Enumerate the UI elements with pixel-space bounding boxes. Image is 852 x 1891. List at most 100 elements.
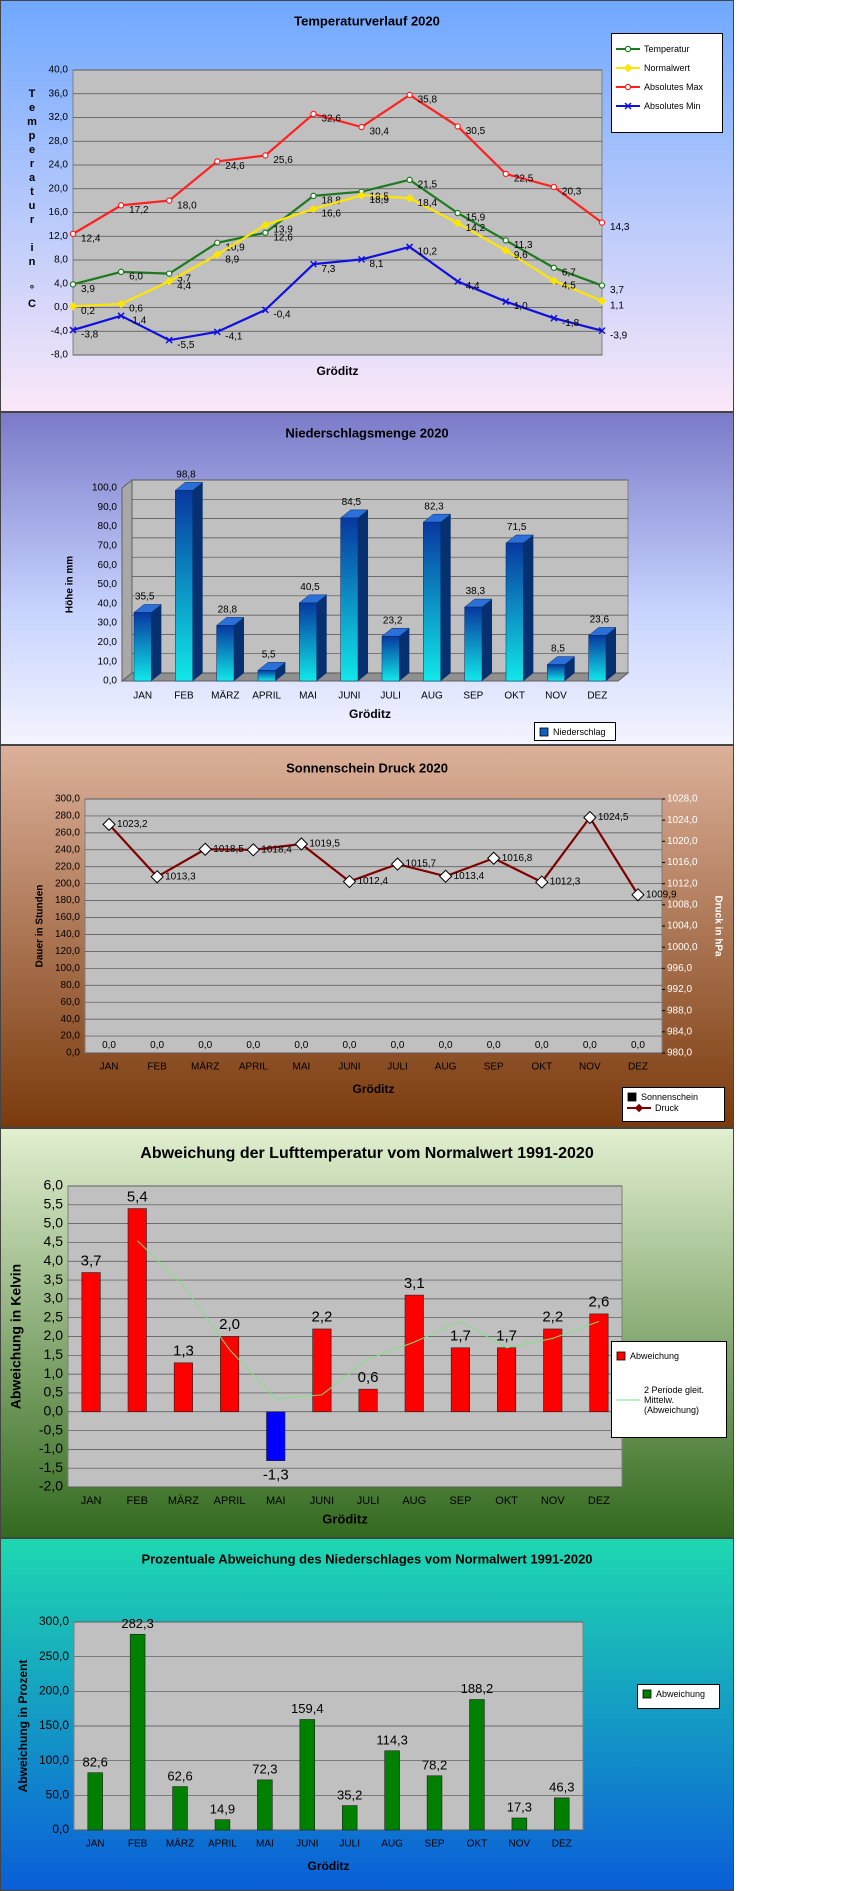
data-label: 2,6 <box>588 1294 609 1311</box>
y-tick-label: 5,5 <box>44 1196 64 1212</box>
y-tick-label: 60,0 <box>98 560 118 571</box>
bar <box>127 1208 147 1413</box>
data-label: 78,2 <box>422 1757 447 1772</box>
data-label: -3,8 <box>81 330 99 341</box>
y-tick-label: 150,0 <box>39 1718 69 1732</box>
data-label: 23,6 <box>590 615 610 626</box>
x-tick-label: JUNI <box>338 691 360 702</box>
y-tick-label: 0,0 <box>66 1048 80 1059</box>
marker <box>213 250 222 259</box>
marker <box>453 218 462 228</box>
x-tick-label: DEZ <box>552 1839 572 1850</box>
data-label: 62,6 <box>167 1768 192 1783</box>
legend-label: Abweichung <box>630 1351 680 1361</box>
data-label: 1019,5 <box>309 839 340 850</box>
legend-item: Sonnenschein <box>627 1092 720 1102</box>
data-label: 35,2 <box>337 1787 362 1802</box>
bar-side <box>606 627 617 681</box>
bar <box>214 1819 231 1831</box>
data-label: 0,0 <box>294 1040 308 1051</box>
marker <box>116 299 126 309</box>
marker <box>262 229 269 236</box>
y-tick-label: 30,0 <box>98 618 118 629</box>
bar <box>554 1797 570 1831</box>
y-tick-label: 300,0 <box>55 794 80 805</box>
y-tick-label: -1,0 <box>39 1440 63 1456</box>
legend-label: Normalwert <box>644 63 691 73</box>
data-label: 0,0 <box>198 1040 212 1051</box>
y2-tick-label: 1000,0 <box>667 942 698 953</box>
y-tick-label: 180,0 <box>55 895 80 906</box>
marker <box>454 123 461 130</box>
data-label: 1018,4 <box>261 844 292 855</box>
y-tick-label: 240,0 <box>55 844 80 855</box>
y-tick-label: 250,0 <box>39 1649 69 1663</box>
y-tick-label: 260,0 <box>55 828 80 839</box>
marker <box>165 197 173 204</box>
x-tick-label: SEP <box>449 1495 471 1507</box>
bar <box>511 1817 528 1831</box>
marker <box>358 255 366 263</box>
data-label: 82,6 <box>83 1754 108 1769</box>
swatch <box>616 1351 626 1361</box>
marker <box>69 281 77 288</box>
chart: Sonnenschein Druck 2020 Gröditz Dauer in S… <box>0 745 734 1128</box>
legend: Sonnenschein Druck <box>622 1087 725 1122</box>
bar <box>588 635 607 682</box>
line <box>72 245 603 342</box>
y-tick-label: 1,5 <box>44 1346 64 1362</box>
legend-swatch <box>539 727 549 737</box>
y-tick-label: 0,5 <box>44 1384 64 1400</box>
bar <box>423 521 441 682</box>
y2-tick-label: 996,0 <box>667 963 692 974</box>
x-tick-label: AUG <box>421 691 443 702</box>
marker <box>261 220 270 230</box>
marker <box>583 810 597 825</box>
data-label: 16,6 <box>321 209 341 220</box>
legend-item: Absolutes Min <box>616 101 718 111</box>
x-tick-label: NOV <box>545 691 567 702</box>
y-tick-label: 0,0 <box>44 1402 64 1418</box>
y-tick-label: 40,0 <box>49 65 69 76</box>
x-axis-title: Gröditz <box>308 1859 350 1873</box>
legend: Niederschlag <box>534 722 616 741</box>
marker <box>342 874 357 889</box>
y-tick-label: 32,0 <box>49 112 69 123</box>
bar <box>257 670 276 682</box>
data-label: 30,4 <box>370 127 390 138</box>
x-tick-label: NOV <box>579 1062 601 1073</box>
bar <box>543 1328 563 1413</box>
y-tick-label: 200,0 <box>39 1684 69 1698</box>
y-tick-label: 3,5 <box>44 1271 64 1287</box>
y-tick-label: 1,0 <box>44 1365 64 1381</box>
bar <box>340 517 359 682</box>
marker <box>549 276 559 285</box>
data-label: 0,0 <box>439 1040 453 1051</box>
legend-item: Abweichung <box>616 1351 722 1361</box>
y-tick-label: 200,0 <box>55 878 80 889</box>
y-tick-label: -0,5 <box>39 1421 63 1437</box>
marker <box>310 192 317 200</box>
y-tick-label: 50,0 <box>98 579 118 590</box>
y2-tick-label: 1024,0 <box>667 815 698 826</box>
x-tick-label: AUG <box>402 1495 426 1507</box>
legend-swatch <box>616 102 640 110</box>
data-label: 0,0 <box>535 1040 549 1051</box>
bar <box>266 1411 286 1461</box>
marker <box>623 63 633 73</box>
y-tick-label: 5,0 <box>44 1214 64 1230</box>
data-label: 1009,9 <box>646 889 677 900</box>
marker <box>390 857 405 871</box>
y-tick-label: 100,0 <box>92 483 117 494</box>
data-label: 0,0 <box>487 1040 501 1051</box>
legend-item: Druck <box>627 1103 720 1113</box>
data-label: 4,5 <box>562 280 576 291</box>
legend-label: Temperatur <box>644 44 690 54</box>
marker <box>502 170 510 178</box>
chart-title: Temperaturverlauf 2020 <box>294 13 440 28</box>
data-label: 84,5 <box>342 497 362 508</box>
x-tick-label: JAN <box>81 1495 102 1507</box>
data-label: 0,6 <box>129 304 143 315</box>
bar-side <box>192 482 203 681</box>
y-tick-label: -8,0 <box>51 350 69 361</box>
